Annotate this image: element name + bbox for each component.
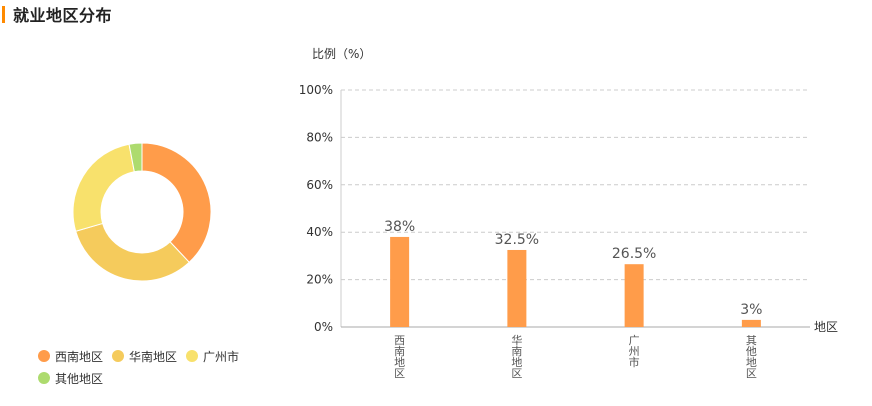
y-tick-label: 80% — [306, 130, 333, 144]
donut-chart — [72, 142, 212, 282]
legend-item[interactable]: 华南地区 — [112, 348, 177, 364]
donut-slice-1[interactable] — [141, 142, 212, 264]
bar-value-label: 26.5% — [612, 246, 656, 262]
x-tick-label: 华南地区 — [511, 333, 522, 380]
bar-value-label: 32.5% — [495, 232, 539, 248]
donut-legend: 西南地区 华南地区 广州市其他地区 — [38, 348, 278, 386]
y-tick-label: 60% — [306, 178, 333, 192]
legend-swatch — [38, 372, 50, 384]
legend-swatch — [38, 350, 50, 362]
bar-2[interactable] — [507, 249, 527, 327]
bar-1[interactable] — [390, 236, 410, 327]
legend-label: 广州市 — [203, 349, 240, 364]
bar-value-label: 38% — [384, 219, 415, 235]
bar-value-label: 3% — [740, 302, 762, 318]
y-tick-label: 20% — [306, 273, 333, 287]
donut-slice-4[interactable] — [128, 142, 143, 173]
legend-label: 其他地区 — [55, 371, 104, 386]
y-tick-label: 0% — [314, 320, 333, 334]
legend-item[interactable]: 广州市 — [186, 348, 239, 364]
x-tick-label: 其他地区 — [746, 334, 757, 380]
legend-swatch — [186, 350, 199, 362]
legend-item[interactable]: 其他地区 — [38, 370, 103, 386]
bar-3[interactable] — [624, 264, 644, 327]
legend-swatch — [112, 350, 125, 362]
section-header: 就业地区分布 — [2, 3, 112, 25]
donut-slice-3[interactable] — [72, 143, 135, 232]
y-tick-label: 40% — [306, 225, 333, 239]
title-accent-bar — [2, 5, 5, 23]
bar-4[interactable] — [741, 319, 761, 327]
legend-label: 华南地区 — [129, 349, 178, 364]
y-tick-label: 100% — [299, 83, 333, 97]
x-tick-label: 西南地区 — [394, 334, 405, 380]
page-title: 就业地区分布 — [13, 6, 113, 25]
legend-label: 西南地区 — [55, 349, 104, 364]
bar-chart: 比例（%） 0% 20% 40% 60% 80% 100% 地区 38% 西南地区 32.5% 华南地… — [299, 47, 838, 380]
donut-slice-2[interactable] — [75, 222, 190, 282]
y-axis-title: 比例（%） — [312, 47, 371, 61]
legend-item[interactable]: 西南地区 — [38, 348, 103, 364]
x-axis-title: 地区 — [814, 320, 838, 334]
x-tick-label: 广州市 — [629, 334, 640, 369]
